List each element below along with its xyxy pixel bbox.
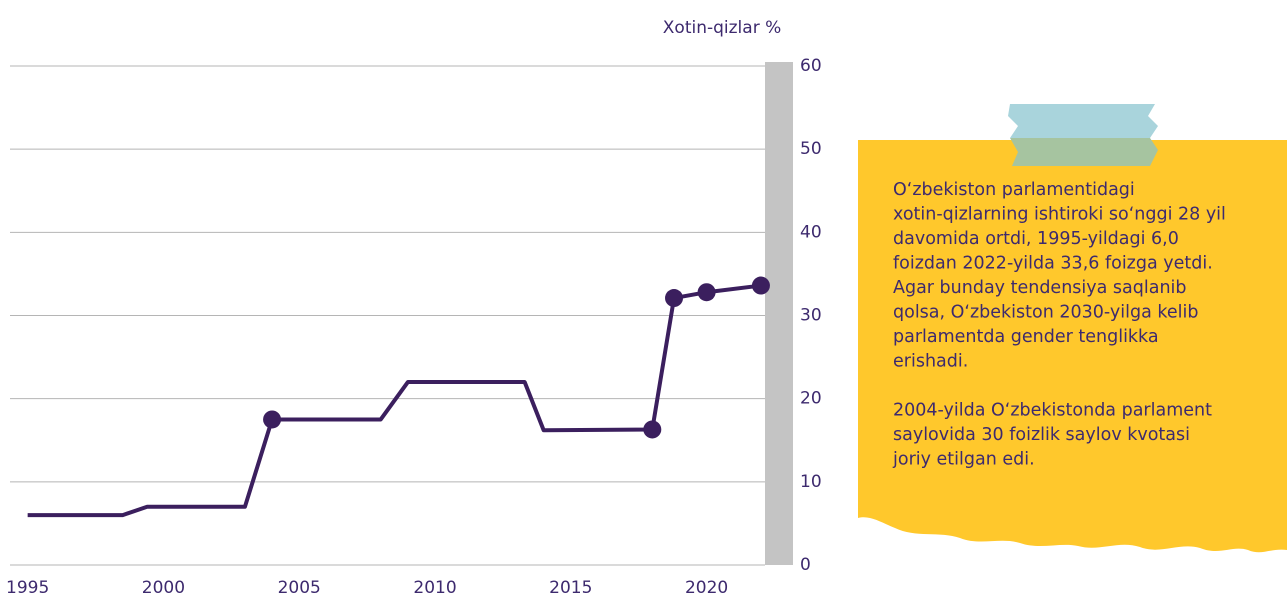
x-tick-label: 2005 — [278, 578, 321, 598]
y-tick-label: 20 — [800, 389, 822, 409]
tape-bottom — [1010, 138, 1158, 166]
note-text: 2004-yilda O‘zbekistonda parlament — [893, 401, 1212, 421]
y-tick-label: 40 — [800, 222, 822, 242]
note-text: qolsa, O‘zbekiston 2030-yilga kelib — [893, 303, 1199, 323]
tape-top — [1008, 104, 1158, 138]
point — [698, 283, 716, 301]
note-text: xotin-qizlarning ishtiroki so‘nggi 28 yi… — [893, 205, 1226, 225]
x-tick-label: 2020 — [685, 578, 728, 598]
y-tick-label: 60 — [800, 56, 822, 76]
note-text: parlamentda gender tenglikka — [893, 327, 1159, 347]
line — [28, 286, 761, 516]
point — [643, 420, 661, 438]
note-text: O‘zbekiston parlamentidagi — [893, 180, 1135, 200]
y-tick-label: 0 — [800, 555, 811, 575]
note-text: davomida ortdi, 1995-yildagi 6,0 — [893, 229, 1179, 249]
x-tick-label: 2000 — [142, 578, 185, 598]
point — [665, 289, 683, 307]
y-axis-label: Xotin-qizlar % — [663, 18, 781, 38]
y-tick-label: 50 — [800, 139, 822, 159]
note: O‘zbekiston parlamentidagi xotin-qizlarni… — [858, 104, 1287, 552]
note-text: foizdan 2022-yilda 33,6 foizga yetdi. — [893, 254, 1213, 274]
note-text: saylovida 30 foizlik saylov kvotasi — [893, 425, 1190, 445]
axis-band — [765, 62, 793, 565]
x-tick-label: 2015 — [549, 578, 592, 598]
note-text: Agar bunday tendensiya saqlanib — [893, 278, 1187, 298]
y-tick-label: 30 — [800, 306, 822, 326]
note-text: erishadi. — [893, 352, 968, 372]
point — [263, 410, 281, 428]
chart: Xotin-qizlar % O‘zbekiston parlamentidag… — [0, 0, 1287, 600]
point — [752, 277, 770, 295]
note-text: joriy etilgan edi. — [892, 450, 1035, 470]
x-tick-label: 2010 — [413, 578, 456, 598]
y-tick-label: 10 — [800, 472, 822, 492]
page: Xotin-qizlar % O‘zbekiston parlamentidag… — [0, 0, 1287, 600]
x-tick-label: 1995 — [6, 578, 49, 598]
